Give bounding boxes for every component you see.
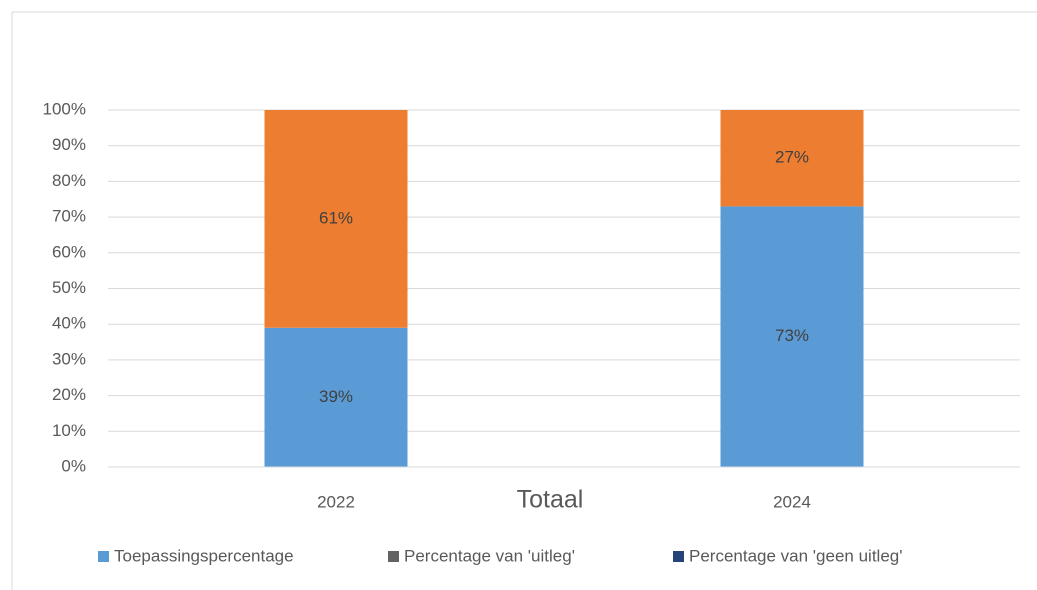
- y-tick-label: 100%: [43, 99, 86, 118]
- y-tick-label: 10%: [52, 421, 86, 440]
- bar-segment: [264, 327, 408, 467]
- legend-swatch: [673, 551, 684, 562]
- y-tick-label: 20%: [52, 385, 86, 404]
- x-tick-label: 2024: [773, 492, 811, 511]
- y-tick-label: 30%: [52, 349, 86, 368]
- x-axis-label: Totaal: [517, 486, 584, 514]
- y-tick-label: 80%: [52, 171, 86, 190]
- bar-segment: [720, 206, 864, 467]
- legend-swatch: [388, 551, 399, 562]
- x-tick-label: 2022: [317, 492, 355, 511]
- legend-label: Percentage van 'geen uitleg': [689, 546, 902, 565]
- data-label: 27%: [775, 148, 809, 167]
- legend-label: Percentage van 'uitleg': [404, 546, 575, 565]
- data-label: 73%: [775, 326, 809, 345]
- bar-segment: [264, 110, 408, 328]
- bar-segment: [720, 110, 864, 207]
- legend-label: Toepassingspercentage: [114, 546, 294, 565]
- y-tick-label: 50%: [52, 278, 86, 297]
- y-tick-label: 90%: [52, 135, 86, 154]
- y-tick-label: 40%: [52, 314, 86, 333]
- data-label: 61%: [319, 208, 353, 227]
- legend-swatch: [98, 551, 109, 562]
- y-tick-label: 60%: [52, 242, 86, 261]
- data-label: 39%: [319, 387, 353, 406]
- y-tick-label: 0%: [61, 456, 86, 475]
- y-tick-label: 70%: [52, 207, 86, 226]
